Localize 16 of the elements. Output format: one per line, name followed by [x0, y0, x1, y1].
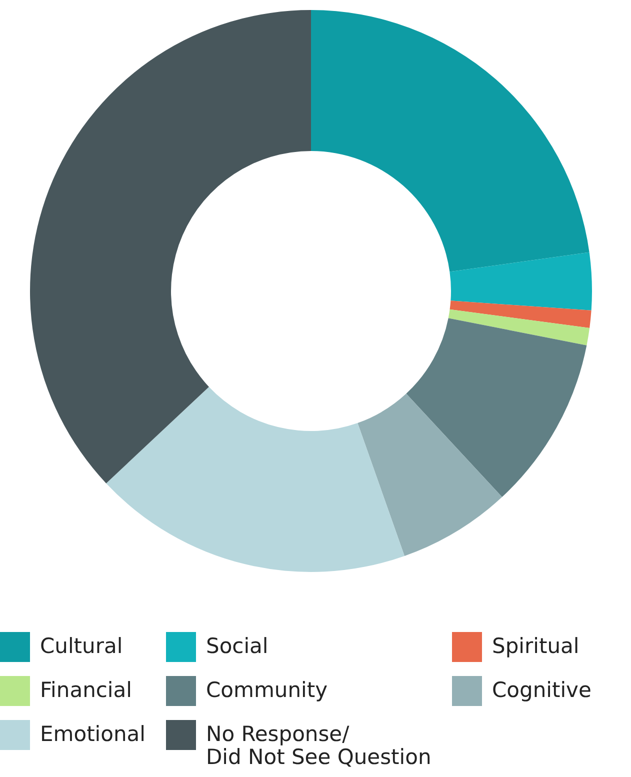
- legend-label: No Response/ Did Not See Question: [206, 722, 432, 769]
- legend-label: Cognitive: [492, 678, 592, 702]
- donut-slice: [106, 386, 405, 572]
- legend-label: Cultural: [40, 634, 123, 658]
- legend-label: Financial: [40, 678, 132, 702]
- donut-slice: [358, 394, 502, 556]
- legend-label: Emotional: [40, 722, 146, 746]
- legend-label: Social: [206, 634, 268, 658]
- donut-slice: [311, 10, 590, 272]
- donut-slice: [448, 309, 590, 346]
- donut-slice: [406, 318, 587, 498]
- legend-label: Spiritual: [492, 634, 580, 658]
- donut-slice: [450, 300, 592, 328]
- legend-label: Community: [206, 678, 328, 702]
- donut-slice: [30, 10, 311, 484]
- donut-slice: [450, 252, 592, 310]
